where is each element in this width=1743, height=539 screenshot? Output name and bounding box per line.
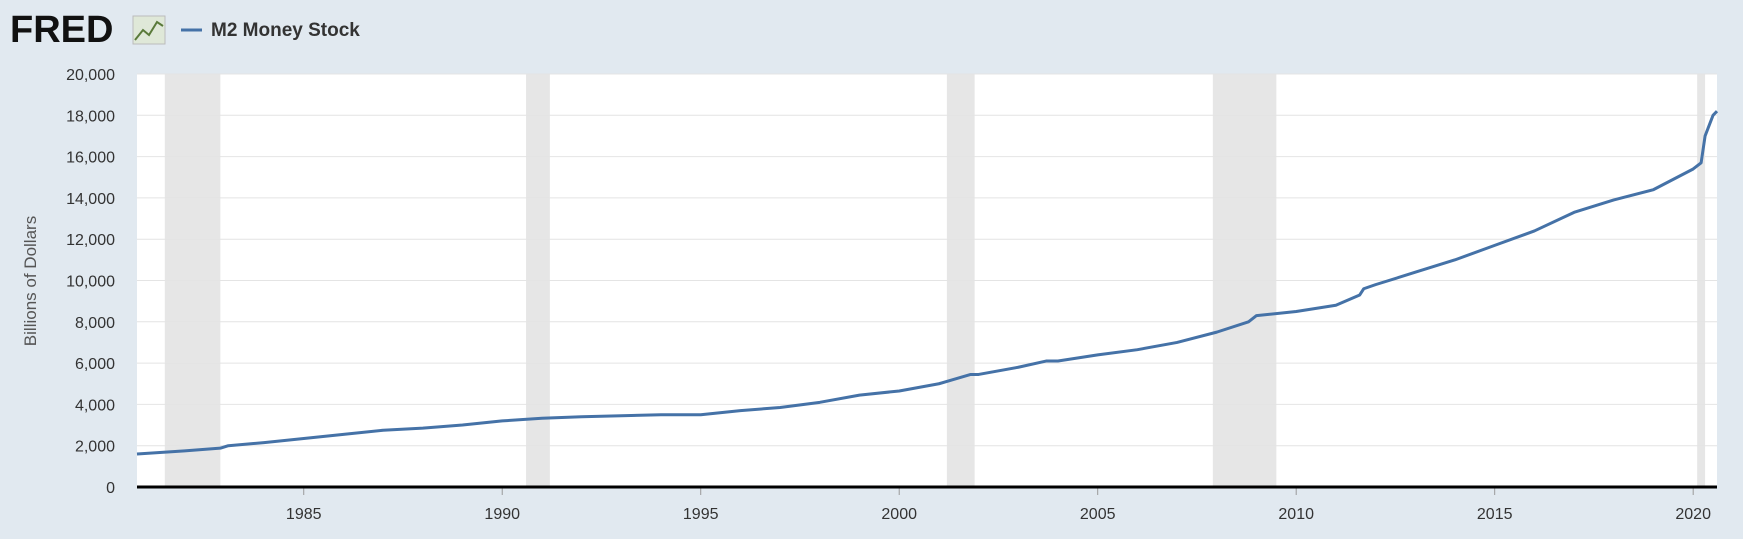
x-tick-label: 2000 (881, 506, 917, 523)
x-tick-label: 1995 (683, 506, 719, 523)
y-tick-label: 8,000 (75, 315, 115, 332)
y-tick-label: 18,000 (66, 108, 115, 125)
x-tick-label: 1990 (484, 506, 520, 523)
y-tick-label: 14,000 (66, 191, 115, 208)
y-axis-label: Billions of Dollars (21, 216, 40, 346)
y-tick-label: 20,000 (66, 67, 115, 84)
x-tick-label: 2015 (1477, 506, 1513, 523)
y-tick-label: 6,000 (75, 356, 115, 373)
y-tick-label: 0 (106, 480, 115, 497)
y-tick-label: 16,000 (66, 150, 115, 167)
logo[interactable]: FRED (10, 9, 113, 51)
x-tick-label: 2020 (1675, 506, 1711, 523)
y-tick-label: 10,000 (66, 274, 115, 291)
y-tick-label: 2,000 (75, 439, 115, 456)
x-tick-label: 1985 (286, 506, 322, 523)
legend-label[interactable]: M2 Money Stock (211, 20, 360, 41)
y-tick-label: 4,000 (75, 397, 115, 414)
x-tick-label: 2005 (1080, 506, 1116, 523)
y-tick-label: 12,000 (66, 232, 115, 249)
series-line (136, 110, 1719, 456)
logo-icon (132, 15, 166, 45)
x-tick-label: 2010 (1278, 506, 1314, 523)
